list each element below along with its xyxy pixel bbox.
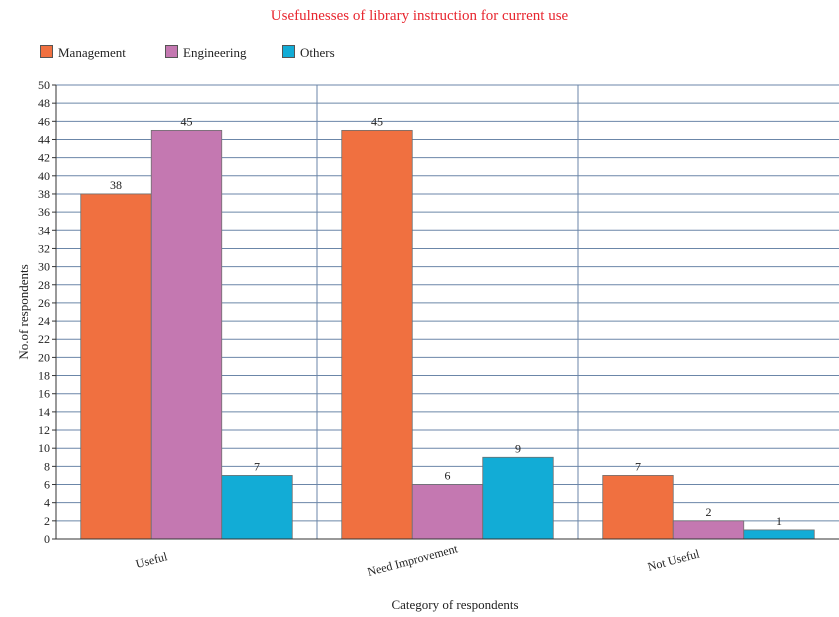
y-tick-label: 8 xyxy=(44,459,50,473)
bar xyxy=(672,520,745,540)
legend-item-others: Others xyxy=(282,45,335,61)
legend-item-management: Management xyxy=(40,45,126,61)
y-tick-label: 0 xyxy=(44,532,50,546)
y-axis-title: No.of respondents xyxy=(16,264,31,359)
data-label: 7 xyxy=(635,459,641,473)
data-label: 1 xyxy=(776,514,782,528)
data-label: 45 xyxy=(181,114,193,128)
bar xyxy=(482,456,554,540)
y-tick-label: 24 xyxy=(38,314,50,328)
data-label: 6 xyxy=(445,469,451,483)
legend-label-engineering: Engineering xyxy=(183,45,247,60)
y-tick-label: 6 xyxy=(44,478,50,492)
data-label: 2 xyxy=(706,505,712,519)
y-tick-label: 44 xyxy=(38,132,50,146)
x-tick-label: Need Improvement xyxy=(366,541,460,579)
y-tick-label: 40 xyxy=(38,169,50,183)
legend-label-management: Management xyxy=(58,45,126,60)
y-tick-label: 48 xyxy=(38,96,50,110)
y-tick-label: 14 xyxy=(38,405,50,419)
y-tick-label: 28 xyxy=(38,278,50,292)
legend-item-engineering: Engineering xyxy=(165,45,247,61)
data-label: 7 xyxy=(254,459,260,473)
bar xyxy=(602,475,674,540)
legend-label-others: Others xyxy=(300,45,335,60)
y-tick-label: 10 xyxy=(38,441,50,455)
legend-swatch-management xyxy=(40,45,53,58)
y-tick-label: 50 xyxy=(38,78,50,92)
legend-swatch-engineering xyxy=(165,45,178,58)
x-tick-label: Useful xyxy=(134,549,169,571)
bar xyxy=(221,475,293,540)
y-tick-label: 46 xyxy=(38,114,50,128)
y-tick-label: 30 xyxy=(38,260,50,274)
y-tick-label: 26 xyxy=(38,296,50,310)
y-tick-label: 16 xyxy=(38,387,50,401)
y-tick-label: 2 xyxy=(44,514,50,528)
data-label: 45 xyxy=(371,114,383,128)
bar xyxy=(150,129,223,540)
y-tick-label: 4 xyxy=(44,496,50,510)
bar xyxy=(411,484,484,540)
legend-swatch-others xyxy=(282,45,295,58)
y-tick-label: 32 xyxy=(38,241,50,255)
y-tick-label: 20 xyxy=(38,350,50,364)
chart-title: Usefulnesses of library instruction for … xyxy=(270,8,569,24)
y-tick-label: 12 xyxy=(38,423,50,437)
y-tick-label: 42 xyxy=(38,151,50,165)
bar xyxy=(341,129,413,540)
bar xyxy=(743,529,815,540)
data-label: 9 xyxy=(515,441,521,455)
data-label: 38 xyxy=(110,178,122,192)
y-tick-label: 34 xyxy=(38,223,50,237)
bar xyxy=(80,193,152,540)
y-tick-label: 18 xyxy=(38,369,50,383)
x-tick-label: Not Useful xyxy=(646,546,701,573)
y-tick-label: 22 xyxy=(38,332,50,346)
y-tick-label: 38 xyxy=(38,187,50,201)
x-axis-title: Category of respondents xyxy=(391,597,518,612)
y-tick-label: 36 xyxy=(38,205,50,219)
